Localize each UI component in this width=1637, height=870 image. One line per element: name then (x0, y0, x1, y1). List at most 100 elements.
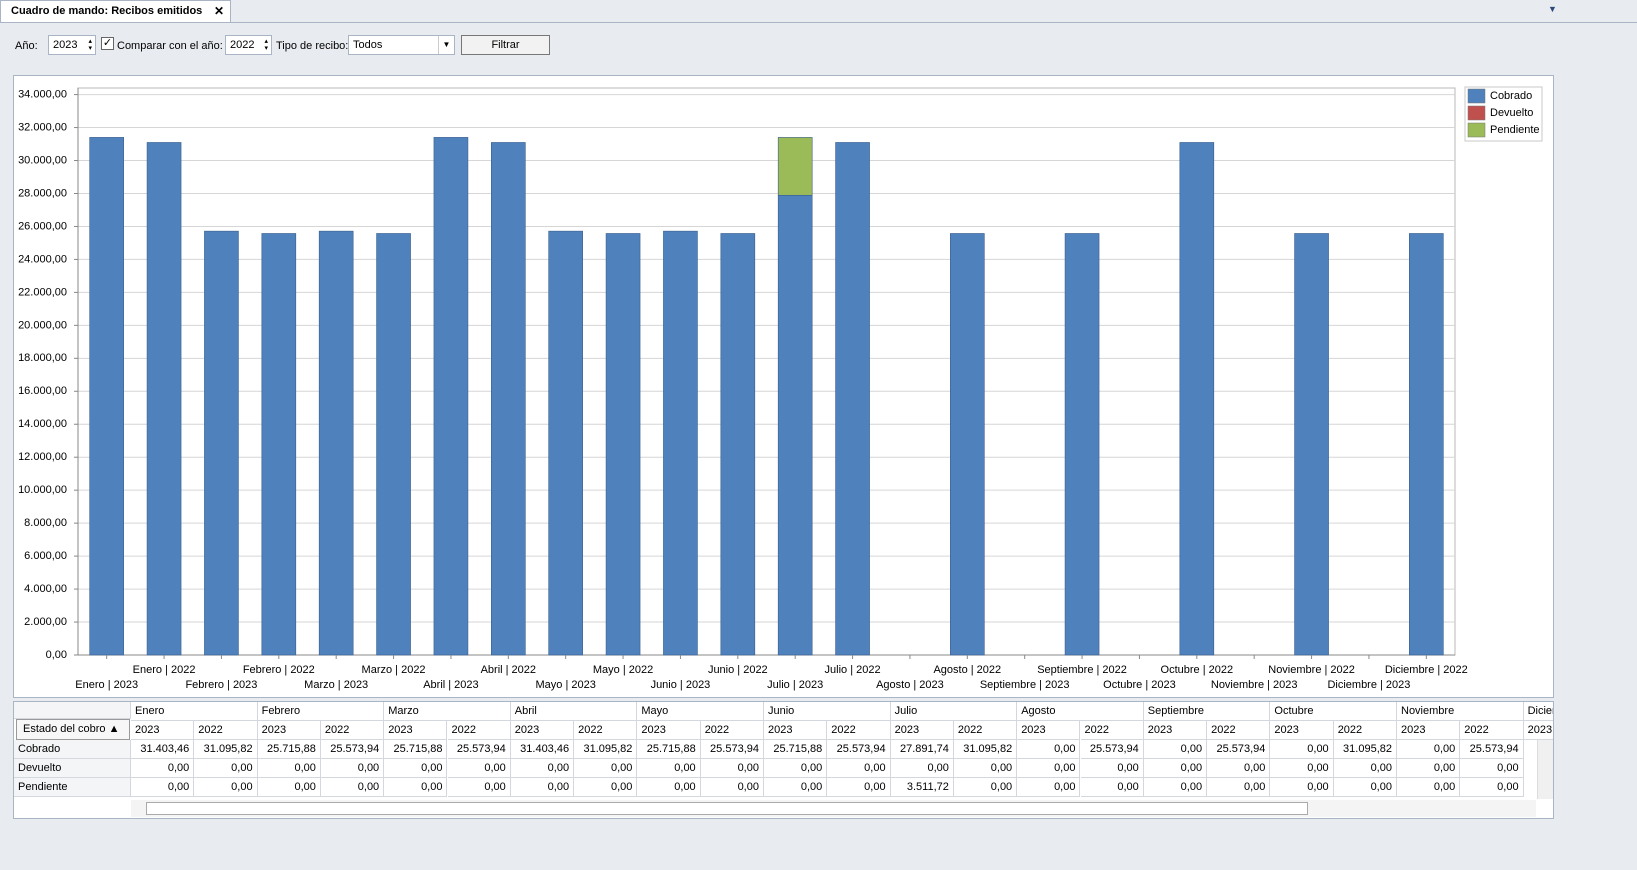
value-cell: 0,00 (320, 778, 385, 797)
year-header: 2023 (257, 721, 321, 740)
month-header: Marzo (384, 702, 511, 721)
value-cell: 3.511,72 (890, 778, 954, 797)
month-header: Julio (890, 702, 1018, 721)
month-header: Febrero (257, 702, 385, 721)
legend-label: Cobrado (1490, 90, 1532, 102)
year-header: 2022 (1080, 721, 1144, 740)
value-cell: 27.891,74 (890, 740, 954, 759)
year-header: 2022 (1460, 721, 1524, 740)
year-header: 2022 (827, 721, 891, 740)
scroll-thumb[interactable] (146, 802, 1308, 815)
x-tick-label: Agosto | 2023 (876, 679, 944, 691)
x-tick-label: Junio | 2023 (651, 679, 711, 691)
bar (318, 230, 354, 656)
x-tick-label: Marzo | 2023 (304, 679, 368, 691)
compare-year-value: 2022 (230, 39, 255, 51)
value-cell: 0,00 (1017, 740, 1081, 759)
y-tick-label: 14.000,00 (18, 418, 67, 430)
bar (1064, 233, 1100, 656)
value-cell: 0,00 (1333, 759, 1397, 778)
year-header: 2022 (953, 721, 1018, 740)
year-header: 2023 (131, 721, 195, 740)
value-cell: 0,00 (1143, 740, 1208, 759)
value-cell: 0,00 (131, 759, 195, 778)
bar (89, 137, 124, 656)
filter-button[interactable]: Filtrar (461, 35, 550, 55)
value-cell: 25.573,94 (447, 740, 511, 759)
y-tick-label: 4.000,00 (24, 583, 67, 595)
compare-year-input[interactable]: 2022 ▴ ▾ (225, 35, 272, 55)
value-cell: 25.573,94 (700, 740, 764, 759)
type-label: Tipo de recibo: (276, 40, 349, 52)
value-cell: 0,00 (1397, 759, 1461, 778)
value-cell: 0,00 (1460, 778, 1524, 797)
value-cell: 25.573,94 (1080, 740, 1144, 759)
year-input[interactable]: 2023 ▴ ▾ (48, 35, 96, 55)
month-header: Enero (131, 702, 258, 721)
year-header: 2022 (574, 721, 638, 740)
type-select[interactable]: Todos ▼ (348, 35, 455, 55)
value-cell: 0,00 (637, 759, 701, 778)
x-tick-label: Septiembre | 2022 (1037, 664, 1127, 676)
legend-swatch (1467, 88, 1486, 104)
x-tick-label: Febrero | 2022 (243, 664, 315, 676)
value-cell: 0,00 (1207, 759, 1271, 778)
value-cell: 0,00 (764, 778, 828, 797)
value-cell: 31.095,82 (1333, 740, 1397, 759)
bar (491, 142, 526, 656)
year-header: 2023 (1397, 721, 1461, 740)
type-value: Todos (353, 39, 383, 51)
value-cell: 0,00 (1333, 778, 1397, 797)
y-tick-label: 32.000,00 (18, 121, 67, 133)
dropdown-arrow[interactable]: ▼ (1548, 4, 1557, 14)
value-cell: 0,00 (953, 759, 1018, 778)
row-label: Cobrado (14, 740, 131, 759)
month-header: Diciembre (1523, 702, 1553, 721)
y-tick-label: 30.000,00 (18, 154, 67, 166)
bar (835, 142, 870, 656)
compare-label: Comparar con el año: (117, 40, 223, 52)
value-cell: 0,00 (1270, 740, 1334, 759)
year-header: 2023 (764, 721, 828, 740)
pivot-table: Estado del cobro ▲ Enero 2023 2022 Febrero 20… (13, 701, 1554, 819)
y-tick-label: 28.000,00 (18, 187, 67, 199)
value-cell: 0,00 (1397, 778, 1461, 797)
month-header: Octubre (1270, 702, 1397, 721)
x-tick-label: Enero | 2022 (133, 664, 196, 676)
year-header: 2023 (384, 721, 448, 740)
value-cell: 0,00 (1017, 759, 1081, 778)
bar (548, 230, 583, 656)
corner-blank (14, 702, 131, 719)
y-tick-label: 18.000,00 (18, 352, 67, 364)
value-cell: 0,00 (574, 759, 638, 778)
bar (605, 233, 641, 656)
compare-checkbox[interactable]: ✓ (101, 37, 114, 50)
value-cell: 0,00 (1270, 759, 1334, 778)
x-tick-label: Febrero | 2023 (185, 679, 257, 691)
y-tick-label: 0,00 (46, 649, 67, 661)
year-header: 2023 (637, 721, 701, 740)
tab[interactable]: Cuadro de mando: Recibos emitidos ✕ (0, 0, 231, 23)
year-header: 2022 (320, 721, 385, 740)
chart: 0,00 2.000,00 4.000,00 6.000,00 8.000,00 10.0… (18, 86, 1543, 691)
close-tab[interactable]: ✕ (214, 4, 225, 18)
y-tick-label: 16.000,00 (18, 385, 67, 397)
year-header: 2023 (510, 721, 575, 740)
x-tick-label: Mayo | 2023 (536, 679, 596, 691)
bar (376, 233, 411, 656)
year-header: 2023 (1270, 721, 1334, 740)
bar (777, 194, 813, 656)
month-header: Mayo (637, 702, 764, 721)
bar (261, 233, 297, 656)
y-tick-label: 26.000,00 (18, 220, 67, 232)
x-tick-label: Mayo | 2022 (593, 664, 653, 676)
value-cell: 0,00 (700, 778, 764, 797)
row-header-field[interactable]: Estado del cobro ▲ (16, 719, 130, 740)
year-header: 2022 (194, 721, 258, 740)
plot-area (77, 87, 1456, 656)
year-header: 2022 (447, 721, 511, 740)
value-cell: 0,00 (637, 778, 701, 797)
vertical-scrollbar[interactable] (1537, 740, 1553, 799)
value-cell: 0,00 (827, 778, 891, 797)
